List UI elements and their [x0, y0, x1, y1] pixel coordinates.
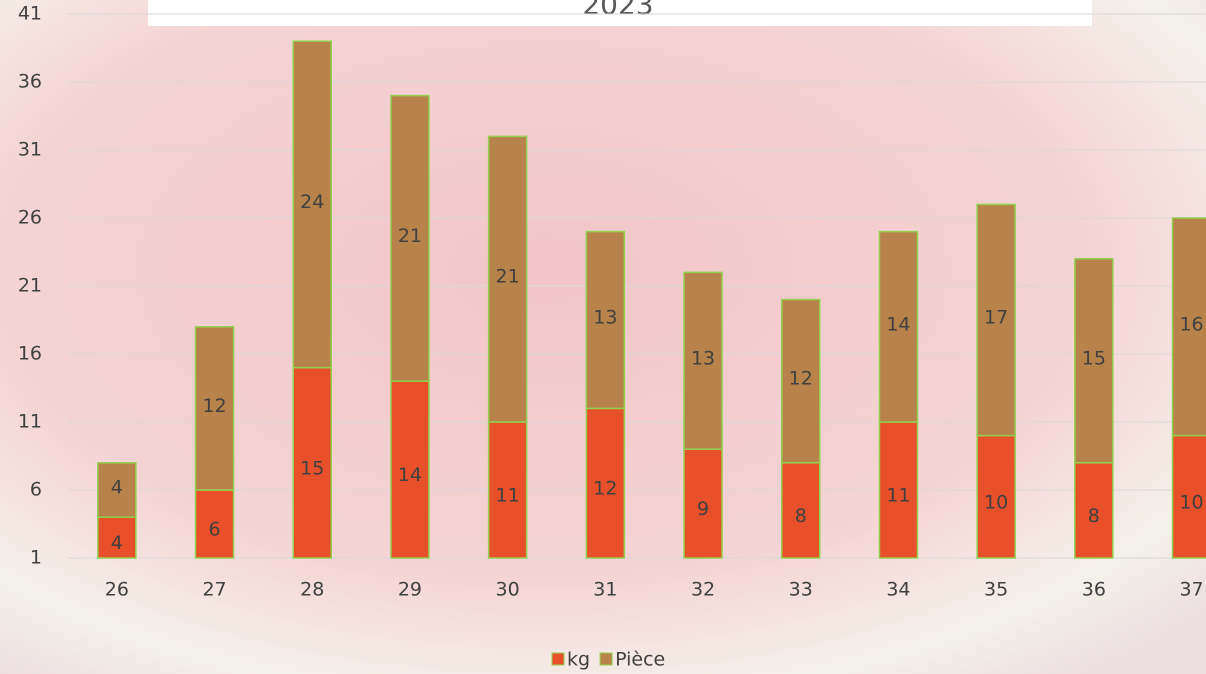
bar-segment [97, 516, 137, 559]
value-label: 15 [1082, 347, 1106, 369]
bar-segment [585, 407, 626, 559]
labels: 1611162126313641264427612281524291421301… [18, 3, 1204, 671]
value-label: 10 [984, 491, 1008, 513]
bar-segment [683, 271, 723, 450]
bar-segment [878, 421, 919, 559]
bar-segment [194, 326, 235, 491]
bar-segment [878, 230, 919, 423]
legend-label: Pièce [615, 649, 665, 671]
value-label: 13 [593, 307, 617, 329]
bars [97, 40, 1206, 559]
y-tick-label: 31 [18, 139, 42, 161]
value-label: 12 [202, 395, 226, 417]
chart-title: 2023 [582, 0, 653, 21]
bar-segment [1074, 462, 1114, 559]
x-tick-label: 34 [886, 579, 910, 601]
x-tick-label: 32 [691, 579, 715, 601]
value-label: 14 [398, 464, 422, 486]
y-tick-label: 1 [30, 547, 42, 569]
bar-segment [194, 489, 235, 559]
bar-segment [683, 448, 723, 559]
x-tick-label: 29 [398, 579, 422, 601]
value-label: 8 [795, 505, 807, 527]
value-label: 17 [984, 307, 1008, 329]
value-label: 11 [496, 485, 520, 507]
bar-segment [1171, 217, 1206, 437]
x-tick-label: 30 [496, 579, 520, 601]
x-tick-label: 33 [789, 579, 813, 601]
y-tick-label: 16 [18, 343, 42, 365]
bar-segment [97, 462, 137, 518]
value-label: 21 [496, 266, 520, 288]
x-tick-label: 37 [1179, 579, 1203, 601]
bar-segment [390, 94, 430, 382]
bar-segment [1074, 258, 1114, 464]
y-tick-label: 26 [18, 207, 42, 229]
legend-swatch [599, 652, 613, 666]
value-label: 11 [886, 485, 910, 507]
y-tick-label: 6 [30, 479, 42, 501]
bar-segment [292, 40, 332, 369]
x-tick-label: 35 [984, 579, 1008, 601]
x-tick-label: 26 [105, 579, 129, 601]
y-tick-label: 21 [18, 275, 42, 297]
value-label: 10 [1179, 491, 1203, 513]
bar-segment [976, 434, 1016, 559]
bar-segment [585, 230, 626, 410]
bar-segment [1171, 434, 1206, 559]
value-label: 13 [691, 347, 715, 369]
x-tick-label: 36 [1082, 579, 1106, 601]
legend-swatch [551, 652, 565, 666]
value-label: 12 [593, 478, 617, 500]
x-tick-label: 27 [202, 579, 226, 601]
value-label: 6 [209, 519, 221, 541]
grid [68, 13, 1206, 559]
y-tick-label: 11 [18, 411, 42, 433]
value-label: 14 [886, 313, 910, 335]
title-box [148, 0, 1092, 26]
bar-segment [976, 203, 1016, 437]
value-label: 24 [300, 191, 324, 213]
value-label: 4 [111, 477, 123, 499]
value-label: 8 [1088, 505, 1100, 527]
value-label: 4 [111, 532, 123, 554]
legend-label: kg [567, 649, 590, 671]
y-tick-label: 41 [18, 3, 42, 25]
bar-segment [781, 462, 821, 559]
y-tick-label: 36 [18, 71, 42, 93]
value-label: 16 [1179, 313, 1203, 335]
bar-segment [487, 135, 528, 423]
bar-segment [781, 298, 821, 464]
x-tick-label: 28 [300, 579, 324, 601]
value-label: 12 [789, 368, 813, 390]
bar-segment [292, 366, 332, 559]
value-label: 15 [300, 457, 324, 479]
value-label: 21 [398, 225, 422, 247]
x-tick-label: 31 [593, 579, 617, 601]
value-label: 9 [697, 498, 709, 520]
